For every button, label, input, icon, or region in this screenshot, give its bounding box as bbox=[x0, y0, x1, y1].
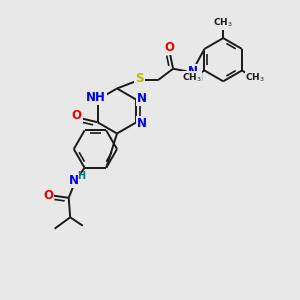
Text: N: N bbox=[137, 92, 147, 105]
Text: N: N bbox=[69, 174, 79, 187]
Text: N: N bbox=[137, 117, 147, 130]
Text: H: H bbox=[194, 73, 203, 83]
Text: O: O bbox=[72, 109, 82, 122]
Text: CH$_3$: CH$_3$ bbox=[182, 72, 201, 84]
Text: O: O bbox=[43, 189, 53, 202]
Text: O: O bbox=[164, 40, 175, 54]
Text: H: H bbox=[77, 171, 86, 181]
Text: CH$_3$: CH$_3$ bbox=[213, 17, 233, 29]
Text: N: N bbox=[188, 65, 198, 78]
Text: CH$_3$: CH$_3$ bbox=[245, 72, 265, 84]
Text: NH: NH bbox=[86, 91, 106, 104]
Text: S: S bbox=[135, 72, 144, 85]
